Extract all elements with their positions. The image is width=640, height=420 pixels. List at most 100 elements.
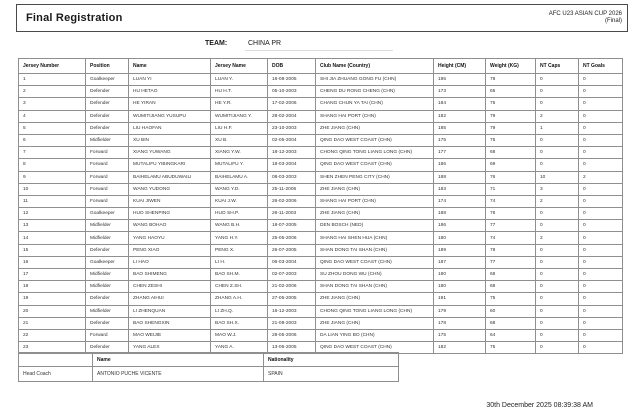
cell-nt-caps: 0: [535, 243, 579, 257]
table-row: 4 Defender WUMITIJIANG YUSUPU WUMITIJIANG Y…: [18, 109, 623, 123]
cell-name: MAO WEIJIE: [128, 328, 211, 343]
cell-height: 184: [433, 97, 486, 111]
cell-club: SHEN ZHEN PENG CITY (CHN): [315, 170, 434, 184]
cell-name: LUAN YI: [128, 72, 211, 87]
cell-jersey-number: 5: [18, 121, 86, 135]
cell-dob: 21-08-2003: [267, 316, 316, 330]
col-name: Name: [128, 58, 211, 74]
competition-name: AFC U23 ASIAN CUP 2026: [548, 11, 622, 17]
competition-block: AFC U23 ASIAN CUP 2026 (Final): [549, 11, 627, 25]
cell-nationality: SPAIN: [263, 366, 399, 382]
cell-height: 185: [433, 121, 486, 135]
cell-name: XU BIN: [128, 133, 211, 148]
cell-nt-caps: 0: [535, 207, 579, 221]
table-row: 17 Midfielder BAO SHIMENG BAO SH.M. 02-07-20…: [18, 267, 623, 282]
page-title: Final Registration: [26, 12, 123, 24]
cell-nt-goals: 0: [578, 280, 623, 294]
cell-height: 186: [433, 158, 486, 172]
cell-jersey-number: 20: [18, 304, 86, 318]
cell-name: CHEN ZESHI: [128, 280, 211, 294]
cell-jersey-name: HU H.T.: [210, 85, 268, 99]
cell-nt-goals: 0: [578, 158, 623, 172]
cell-weight: 79: [485, 121, 536, 135]
cell-weight: 75: [485, 292, 536, 306]
col-height: Height (CM): [433, 58, 486, 74]
cell-club: QING DAO WEST COAST (CHN): [315, 255, 434, 270]
table-row: 1 Goalkeeper LUAN YI LUAN Y. 16-08-2005 SHI J…: [18, 72, 623, 87]
cell-jersey-name: WUMITIJIANG Y.: [210, 109, 268, 123]
cell-nt-goals: 2: [578, 170, 623, 184]
cell-dob: 06-03-2004: [267, 255, 316, 270]
cell-nt-caps: 0: [535, 316, 579, 330]
table-row: 9 Forward BAIHELAMU ABUDUWAILI BAIHELAMU A.…: [18, 170, 623, 184]
cell-jersey-number: 7: [18, 146, 86, 160]
cell-nt-goals: 0: [578, 121, 623, 135]
cell-club: CHONG QING TONG LIANG LONG (CHN): [315, 304, 434, 318]
cell-position: Forward: [85, 170, 129, 184]
cell-dob: 26-11-2003: [267, 207, 316, 221]
cell-nt-caps: 0: [535, 328, 579, 343]
cell-name: LI ZHENQUAN: [128, 304, 211, 318]
cell-height: 177: [433, 146, 486, 160]
cell-name: HE YIRAN: [128, 97, 211, 111]
table-row: 15 Defender PENG XIAO PENG X. 26-07-2005 SHAN…: [18, 243, 623, 257]
table-row: 21 Defender BAO SHENGXIN BAO SH.X. 21-08-200…: [18, 316, 623, 330]
cell-club: SHAN DONG TAI SHAN (CHN): [315, 243, 434, 257]
table-row: 12 Goalkeeper HUO SHENPING HUO SH.P. 26-11-2…: [18, 207, 623, 221]
cell-name: ZHANG AIHUI: [128, 292, 211, 306]
team-line: TEAM: CHINA PR: [0, 40, 640, 52]
cell-jersey-name: LUAN Y.: [210, 72, 268, 87]
cell-nt-caps: 2: [535, 194, 579, 209]
table-row: 19 Defender ZHANG AIHUI ZHANG A.H. 27-05-200…: [18, 292, 623, 306]
cell-nt-goals: 0: [578, 304, 623, 318]
cell-weight: 75: [485, 341, 536, 355]
team-label: TEAM:: [205, 40, 228, 47]
cell-club: SHAN DONG TAI SHAN (CHN): [315, 280, 434, 294]
cell-nt-goals: 0: [578, 133, 623, 148]
cell-club: DEN BOSCH (NED): [315, 219, 434, 233]
cell-jersey-name: XIANG Y.W.: [210, 146, 268, 160]
cell-height: 188: [433, 170, 486, 184]
col-nt-caps: NT Caps: [535, 58, 579, 74]
cell-height: 180: [433, 280, 486, 294]
cell-weight: 75: [485, 97, 536, 111]
cell-position: Defender: [85, 292, 129, 306]
roster-header-row: Jersey Number Position Name Jersey Name …: [18, 58, 623, 74]
col-jersey-name: Jersey Name: [210, 58, 268, 74]
cell-weight: 68: [485, 267, 536, 282]
cell-name: BAO SHIMENG: [128, 267, 211, 282]
cell-name: WUMITIJIANG YUSUPU: [128, 109, 211, 123]
cell-role: Head Coach: [18, 366, 93, 382]
table-row: Head Coach ANTONIO PUCHE VICENTE SPAIN: [18, 366, 399, 382]
cell-dob: 02-07-2003: [267, 267, 316, 282]
cell-jersey-number: 21: [18, 316, 86, 330]
cell-jersey-number: 13: [18, 219, 86, 233]
cell-jersey-number: 12: [18, 207, 86, 221]
cell-height: 183: [433, 182, 486, 196]
cell-nt-goals: 0: [578, 243, 623, 257]
cell-nt-goals: 0: [578, 267, 623, 282]
cell-jersey-name: HUO SH.P.: [210, 207, 268, 221]
cell-jersey-number: 18: [18, 280, 86, 294]
cell-dob: 25-05-2006: [267, 231, 316, 245]
cell-nt-goals: 0: [578, 85, 623, 99]
cell-position: Goalkeeper: [85, 72, 129, 87]
cell-name: WANG BOHAO: [128, 219, 211, 233]
cell-dob: 21-02-2006: [267, 280, 316, 294]
cell-weight: 68: [485, 316, 536, 330]
cell-dob: 16-12-2003: [267, 304, 316, 318]
cell-club: QING DAO WEST COAST (CHN): [315, 158, 434, 172]
cell-position: Defender: [85, 121, 129, 135]
cell-club: SU ZHOU DONG WU (CHN): [315, 267, 434, 282]
col-position: Position: [85, 58, 129, 74]
team-underline: [245, 50, 393, 51]
cell-weight: 74: [485, 194, 536, 209]
cell-position: Midfielder: [85, 231, 129, 245]
cell-weight: 64: [485, 328, 536, 343]
cell-position: Defender: [85, 316, 129, 330]
cell-name: HU HETAO: [128, 85, 211, 99]
cell-weight: 60: [485, 304, 536, 318]
cell-jersey-name: PENG X.: [210, 243, 268, 257]
cell-position: Goalkeeper: [85, 207, 129, 221]
cell-name: PENG XIAO: [128, 243, 211, 257]
